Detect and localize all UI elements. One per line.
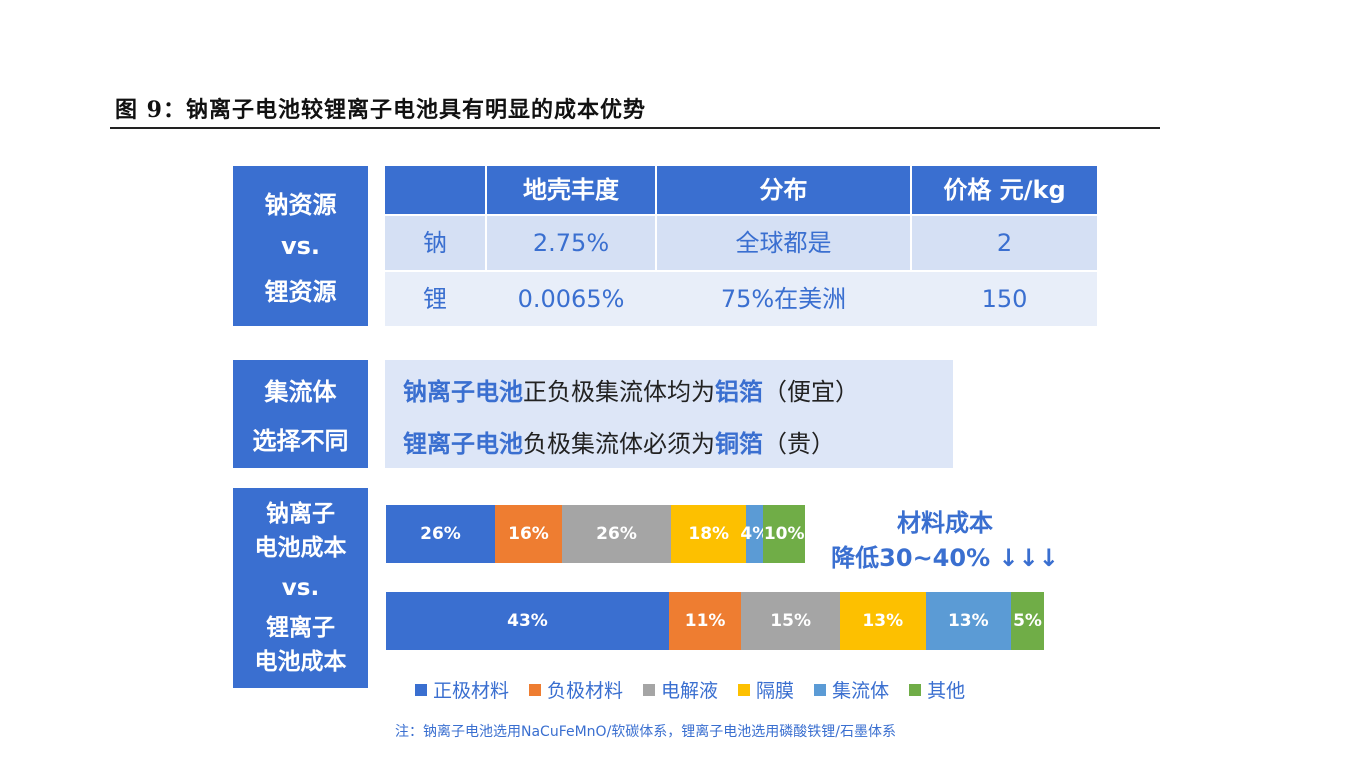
table-header-cell: [385, 166, 485, 214]
cost-label-line: vs.: [281, 575, 320, 601]
bar-segment-正极材料: 26%: [386, 505, 495, 563]
bar-segment-其他: 5%: [1011, 592, 1044, 650]
table-divider: [910, 166, 912, 214]
bar-value-label: 10%: [763, 524, 805, 544]
footnote: 注：钠离子电池选用NaCuFeMnO/软碳体系，锂离子电池选用磷酸铁锂/石墨体系: [395, 724, 897, 740]
table-cell: 75%在美洲: [720, 285, 847, 313]
bar-segment-隔膜: 13%: [840, 592, 926, 650]
resource-label: 钠资源 vs. 锂资源: [233, 166, 368, 326]
bar-value-label: 13%: [862, 611, 904, 631]
collector-label-line2: 选择不同: [252, 427, 349, 455]
bar-value-label: 13%: [947, 611, 989, 631]
table-header-row: 地壳丰度 分布 价格 元/kg: [385, 166, 1097, 214]
bar-segment-负极材料: 16%: [494, 505, 563, 563]
cost-note-line2: 降低30~40% ↓↓↓: [831, 544, 1059, 572]
table-divider: [910, 216, 912, 270]
cost-reduction-note: 材料成本 降低30~40% ↓↓↓: [820, 503, 1070, 573]
legend-swatch: [415, 683, 427, 696]
bar-value-label: 16%: [508, 524, 549, 544]
legend-label: 隔膜: [756, 680, 795, 702]
cost-label-line: 电池成本: [254, 535, 347, 561]
bar-value-label: 43%: [507, 611, 548, 631]
bar-value-label: 5%: [1013, 611, 1042, 631]
table-cell: 锂: [423, 285, 447, 313]
legend-item: 其他: [909, 676, 965, 703]
table-row: 钠 2.75% 全球都是 2: [385, 216, 1097, 270]
table-divider: [655, 166, 657, 214]
table-divider: [485, 166, 487, 214]
title-divider: [110, 127, 1160, 129]
table-cell: 全球都是: [735, 229, 832, 257]
collector-text: 负极集流体必须为: [523, 430, 715, 458]
table-cell: 2: [996, 229, 1013, 257]
table-cell: 150: [981, 285, 1028, 313]
bar-segment-负极材料: 11%: [668, 592, 742, 650]
bar-segment-集流体: 13%: [925, 592, 1012, 650]
collector-text: 钠离子电池: [403, 378, 523, 406]
table-divider: [485, 216, 487, 270]
collector-text: （便宜）: [763, 378, 859, 406]
bar-segment-隔膜: 18%: [671, 505, 747, 563]
legend-swatch: [529, 683, 542, 696]
legend-swatch: [909, 683, 922, 696]
cost-label-line: 电池成本: [254, 649, 347, 675]
bar-value-label: 26%: [596, 524, 637, 544]
legend-label: 电解液: [661, 680, 719, 702]
bar-value-label: 4%: [740, 524, 770, 544]
resource-label-line3: 锂资源: [264, 278, 337, 306]
legend-item: 隔膜: [738, 676, 794, 703]
table-header-cell: 分布: [759, 176, 808, 204]
collector-description: 钠离子电池正负极集流体均为铝箔（便宜） 锂离子电池负极集流体必须为铜箔（贵）: [385, 360, 953, 468]
collector-label: 集流体 选择不同: [233, 360, 368, 468]
table-divider: [655, 216, 657, 270]
collector-text: 锂离子电池: [403, 430, 523, 458]
table-cell: 2.75%: [532, 229, 610, 257]
resource-table: 地壳丰度 分布 价格 元/kg 钠 2.75% 全球都是 2 锂 0.0065%…: [385, 166, 1097, 326]
chart-legend: 正极材料 负极材料 电解液 隔膜 集流体 其他: [415, 676, 965, 703]
legend-item: 电解液: [643, 676, 718, 703]
table-cell: 0.0065%: [517, 285, 625, 313]
resource-label-line2: vs.: [280, 232, 321, 260]
bar-segment-其他: 10%: [763, 505, 806, 563]
legend-item: 集流体: [814, 676, 889, 703]
bar-segment-电解液: 15%: [741, 592, 840, 650]
table-row: 锂 0.0065% 75%在美洲 150: [385, 272, 1097, 326]
legend-item: 负极材料: [529, 676, 623, 703]
collector-label-line1: 集流体: [264, 378, 337, 406]
bar-segment-集流体: 4%: [740, 505, 769, 563]
bar-value-label: 18%: [688, 524, 730, 544]
bar-value-label: 15%: [770, 611, 811, 631]
collector-text: 铜箔: [715, 430, 763, 458]
resource-label-line1: 钠资源: [264, 191, 337, 219]
bar-value-label: 11%: [684, 611, 726, 631]
cost-label-line: 钠离子: [266, 501, 335, 527]
legend-label: 其他: [927, 680, 966, 702]
legend-swatch: [738, 683, 751, 696]
legend-item: 正极材料: [415, 676, 509, 703]
collector-text: 铝箔: [715, 378, 763, 406]
legend-swatch: [814, 683, 827, 696]
collector-text: （贵）: [763, 430, 835, 458]
bar-value-label: 26%: [420, 524, 461, 544]
cost-label: 钠离子 电池成本 vs. 锂离子 电池成本: [233, 488, 368, 688]
legend-label: 正极材料: [433, 680, 510, 702]
cost-note-line1: 材料成本: [897, 509, 993, 537]
bar-segment-电解液: 26%: [562, 505, 671, 563]
bar-segment-正极材料: 43%: [386, 592, 669, 650]
collector-line-lithium: 锂离子电池负极集流体必须为铜箔（贵）: [403, 424, 835, 459]
collector-line-sodium: 钠离子电池正负极集流体均为铝箔（便宜）: [403, 372, 859, 407]
table-header-cell: 价格 元/kg: [943, 176, 1066, 204]
table-cell: 钠: [423, 229, 447, 257]
table-header-cell: 地壳丰度: [523, 176, 619, 204]
legend-label: 集流体: [832, 680, 890, 702]
cost-label-line: 锂离子: [266, 615, 335, 641]
legend-label: 负极材料: [547, 680, 624, 702]
legend-swatch: [643, 683, 656, 696]
collector-text: 正负极集流体均为: [523, 378, 715, 406]
figure-title: 图 9：钠离子电池较锂离子电池具有明显的成本优势: [115, 97, 646, 123]
